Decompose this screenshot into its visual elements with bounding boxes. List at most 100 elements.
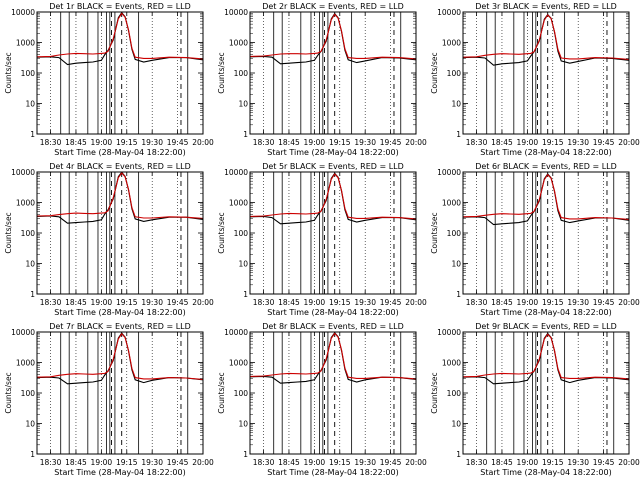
y-tick-label: 1 (30, 130, 35, 139)
x-tick-label: 20:00 (405, 458, 427, 467)
plot-frame (462, 11, 630, 135)
lld-series-line (250, 13, 416, 60)
y-tick-label: 100 (447, 389, 462, 398)
y-tick-label: 1 (456, 130, 461, 139)
y-tick-label: 10000 (224, 328, 248, 337)
y-axis-label: Counts/sec (430, 372, 439, 413)
y-tick-label: 10 (25, 100, 35, 109)
chart-panel: 1 10 100 1000 10000 18:30 18:45 19:00 19:15 19:30… (4, 162, 214, 317)
chart-panel: 1 10 100 1000 10000 18:30 18:45 19:00 19:15 19:30… (430, 322, 640, 477)
y-tick-label: 1 (243, 290, 248, 299)
panel-title: Det 7r BLACK = Events, RED = LLD (49, 322, 191, 331)
x-tick-label: 19:45 (380, 298, 402, 307)
x-tick-label: 18:30 (466, 458, 488, 467)
x-tick-label: 19:00 (517, 298, 539, 307)
plot-frame (36, 11, 204, 135)
x-axis-label: Start Time (28-May-04 18:22:00) (54, 468, 185, 477)
y-tick-label: 1 (243, 450, 248, 459)
plot-frame (249, 11, 417, 135)
y-tick-label: 1000 (16, 39, 35, 48)
panel-title: Det 2r BLACK = Events, RED = LLD (262, 2, 404, 11)
y-tick-label: 100 (234, 69, 249, 78)
x-tick-label: 19:45 (593, 298, 615, 307)
chart-panel: 1 10 100 1000 10000 18:30 18:45 19:00 19:15 19:30… (430, 2, 640, 157)
y-tick-label: 10 (451, 100, 461, 109)
chart-panel: 1 10 100 1000 10000 18:30 18:45 19:00 19:15 19:30… (217, 322, 427, 477)
x-tick-label: 18:30 (466, 298, 488, 307)
y-tick-label: 1000 (16, 359, 35, 368)
y-tick-label: 10 (25, 260, 35, 269)
y-tick-label: 10000 (11, 328, 35, 337)
events-series-line (250, 332, 416, 384)
events-series-line (37, 332, 203, 385)
x-tick-label: 18:30 (40, 138, 62, 147)
x-tick-label: 18:45 (65, 458, 87, 467)
y-tick-label: 100 (234, 389, 249, 398)
x-tick-label: 19:30 (354, 138, 376, 147)
y-axis-label: Counts/sec (4, 212, 13, 253)
y-tick-label: 10000 (437, 168, 461, 177)
lld-series-line (37, 172, 203, 219)
y-tick-label: 10 (238, 420, 248, 429)
y-tick-label: 100 (234, 229, 249, 238)
x-tick-label: 20:00 (405, 298, 427, 307)
x-tick-label: 19:00 (304, 138, 326, 147)
x-tick-label: 19:45 (167, 458, 189, 467)
y-tick-label: 10000 (11, 8, 35, 17)
y-tick-label: 10 (238, 100, 248, 109)
y-tick-label: 10000 (224, 8, 248, 17)
y-tick-label: 1000 (229, 199, 248, 208)
x-tick-label: 20:00 (405, 138, 427, 147)
panel-title: Det 6r BLACK = Events, RED = LLD (475, 162, 617, 171)
x-axis-label: Start Time (28-May-04 18:22:00) (267, 468, 398, 477)
x-tick-label: 19:30 (354, 298, 376, 307)
y-axis-label: Counts/sec (430, 52, 439, 93)
x-tick-label: 18:45 (65, 138, 87, 147)
x-tick-label: 18:30 (253, 298, 275, 307)
x-axis-label: Start Time (28-May-04 18:22:00) (267, 148, 398, 157)
lld-series-line (37, 12, 203, 60)
y-axis-label: Counts/sec (217, 372, 226, 413)
x-tick-label: 19:15 (329, 458, 351, 467)
y-tick-label: 1000 (442, 39, 461, 48)
plot-frame (36, 171, 204, 295)
plot-frame (462, 171, 630, 295)
x-tick-label: 19:15 (116, 458, 138, 467)
y-tick-label: 1000 (229, 359, 248, 368)
y-tick-label: 1000 (16, 199, 35, 208)
x-tick-label: 19:45 (167, 138, 189, 147)
panel-title: Det 9r BLACK = Events, RED = LLD (475, 322, 617, 331)
panel-title: Det 8r BLACK = Events, RED = LLD (262, 322, 404, 331)
events-series-line (463, 332, 629, 385)
y-axis-label: Counts/sec (217, 52, 226, 93)
x-tick-label: 19:45 (593, 458, 615, 467)
y-tick-label: 10000 (437, 328, 461, 337)
chart-panel: 1 10 100 1000 10000 18:30 18:45 19:00 19:15 19:30… (4, 2, 214, 157)
x-axis-label: Start Time (28-May-04 18:22:00) (267, 308, 398, 317)
x-axis-label: Start Time (28-May-04 18:22:00) (54, 308, 185, 317)
y-tick-label: 10 (451, 420, 461, 429)
plot-frame (249, 331, 417, 455)
x-axis-label: Start Time (28-May-04 18:22:00) (480, 308, 611, 317)
x-tick-label: 19:15 (116, 138, 138, 147)
chart-panel: 1 10 100 1000 10000 18:30 18:45 19:00 19:15 19:30… (4, 322, 214, 477)
x-tick-label: 19:00 (91, 298, 113, 307)
y-tick-label: 1 (456, 290, 461, 299)
x-tick-label: 18:30 (466, 138, 488, 147)
x-tick-label: 18:45 (278, 298, 300, 307)
x-tick-label: 19:15 (329, 298, 351, 307)
x-tick-label: 19:15 (116, 298, 138, 307)
y-tick-label: 100 (21, 229, 36, 238)
x-tick-label: 19:00 (517, 458, 539, 467)
panel-title: Det 1r BLACK = Events, RED = LLD (49, 2, 191, 11)
y-axis-label: Counts/sec (217, 212, 226, 253)
x-tick-label: 18:30 (40, 458, 62, 467)
plot-frame (462, 331, 630, 455)
lld-series-line (37, 332, 203, 380)
y-axis-label: Counts/sec (4, 52, 13, 93)
x-tick-label: 18:30 (253, 138, 275, 147)
y-tick-label: 10 (238, 260, 248, 269)
y-tick-label: 1 (30, 450, 35, 459)
y-tick-label: 1 (243, 130, 248, 139)
x-tick-label: 18:45 (278, 138, 300, 147)
